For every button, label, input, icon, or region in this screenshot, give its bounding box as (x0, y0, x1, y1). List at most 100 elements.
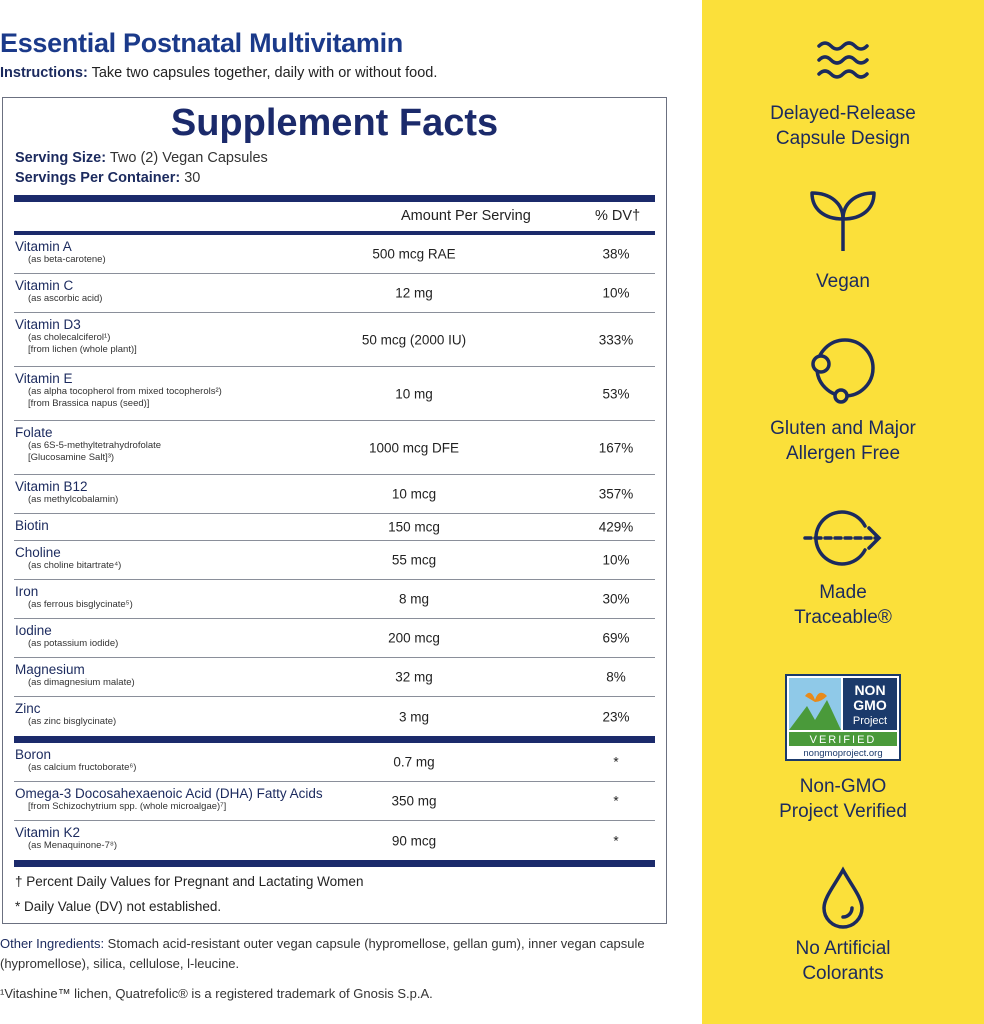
nutrient-source: (as choline bitartrate⁴) (28, 560, 122, 571)
nutrient-source: (as zinc bisglycinate) (28, 716, 117, 727)
nutrient-label: Choline (15, 545, 61, 560)
nutrient-source: (as Menaquinone-7⁸) (28, 840, 118, 851)
feature-line: Allergen Free (785, 443, 901, 464)
nutrient-name: Vitamin A (as beta-carotene) (15, 239, 106, 266)
nutrient-source: (as 6S-5-methyltetrahydrofolate (28, 440, 162, 451)
other-ingredients-label: Other Ingredients: (0, 936, 105, 951)
table-row: Folate (as 6S-5-methyltetrahydrofolate [Gl… (14, 421, 655, 475)
amount-per-serving: 50 mcg (2000 IU) (361, 332, 467, 347)
nutrient-name: Magnesium (as dimagnesium malate) (15, 662, 135, 689)
serving-size-label: Serving Size: (15, 150, 107, 166)
servings-per-container: Servings Per Container: 30 (15, 170, 200, 186)
daily-value: * (613, 754, 619, 770)
column-header: Amount Per Serving % DV† (14, 204, 655, 234)
traceable-arrow-icon (803, 510, 882, 566)
droplet-icon (822, 866, 864, 929)
feature-line: Gluten and Major (770, 418, 916, 439)
nutrient-name: Folate (as 6S-5-methyltetrahydrofolate [Gl… (15, 425, 161, 464)
table-row: Magnesium (as dimagnesium malate) 32 mg 8% (14, 658, 655, 697)
amount-per-serving: 10 mg (395, 386, 433, 401)
nutrient-name: Iron (as ferrous bisglycinate⁵) (15, 584, 133, 611)
feature-line: Traceable® (794, 607, 892, 628)
divider-thick (14, 736, 655, 743)
nutrient-label: Vitamin B12 (15, 479, 88, 494)
nutrient-label: Iron (15, 584, 39, 599)
nutrient-source: [from lichen (whole plant)] (28, 344, 137, 355)
amount-per-serving: 1000 mcg DFE (368, 440, 460, 455)
nutrient-source: (as alpha tocopherol from mixed tocopher… (28, 386, 222, 397)
daily-value: * (613, 833, 619, 848)
nutrient-name: Choline (as choline bitartrate⁴) (15, 545, 121, 572)
nutrient-label: Vitamin E (15, 371, 73, 386)
nutrient-name: Vitamin D3 (as cholecalciferol¹) [from lic… (15, 317, 137, 356)
supplement-panel: Essential Postnatal Multivitamin Instruc… (0, 28, 690, 1001)
nutrient-name: Vitamin B12 (as methylcobalamin) (15, 479, 118, 506)
servings-value: 30 (180, 170, 201, 186)
daily-value: 10% (602, 552, 630, 568)
table-row: Iodine (as potassium iodide) 200 mcg 69% (14, 619, 655, 658)
nutrient-name: Biotin (15, 518, 49, 533)
sprout-icon (810, 191, 876, 251)
amount-per-serving: 8 mg (398, 591, 429, 607)
serving-size: Serving Size: Two (2) Vegan Capsules (15, 150, 268, 166)
feature-line: No Artificial (795, 938, 891, 959)
divider-thick (14, 195, 655, 202)
table-row: Biotin 150 mcg 429% (14, 514, 655, 541)
feature-line: Project Verified (779, 801, 907, 822)
daily-value: 53% (602, 386, 630, 401)
instructions-label: Instructions: (0, 65, 88, 81)
nutrient-name: Zinc (as zinc bisglycinate) (15, 701, 116, 728)
table-row: Vitamin B12 (as methylcobalamin) 10 mcg 357… (14, 475, 655, 514)
amount-per-serving: 200 mcg (388, 630, 440, 646)
nutrient-source: (as calcium fructoborate⁶) (28, 762, 137, 773)
allergen-free-icon (811, 338, 875, 404)
daily-value: 167% (598, 440, 634, 455)
nutrient-name: Vitamin C (as ascorbic acid) (15, 278, 102, 305)
amount-per-serving: 55 mcg (391, 552, 437, 568)
amount-per-serving: 32 mg (395, 669, 433, 685)
other-ingredients: Other Ingredients: Stomach acid-resistan… (0, 934, 690, 974)
logo-text: VERIFIED (810, 734, 877, 746)
feature-non-gmo: Non-GMO Project Verified (702, 774, 984, 824)
waves-icon (817, 41, 869, 79)
nutrient-source: (as methylcobalamin) (28, 494, 119, 505)
daily-value: 23% (602, 709, 630, 724)
nutrient-name: Omega-3 Docosahexaenoic Acid (DHA) Fatty… (15, 786, 323, 813)
amount-per-serving: 10 mcg (391, 486, 437, 502)
serving-size-value: Two (2) Vegan Capsules (106, 150, 268, 166)
logo-text: GMO (853, 697, 887, 713)
servings-label: Servings Per Container: (15, 170, 181, 186)
nutrient-label: Boron (15, 747, 52, 762)
feature-no-colorants: No Artificial Colorants (702, 936, 984, 986)
daily-value: 69% (602, 630, 630, 646)
daily-value: 429% (598, 519, 634, 535)
table-row: Vitamin D3 (as cholecalciferol¹) [from lic… (14, 313, 655, 367)
nutrient-source: [Glucosamine Salt]³) (28, 452, 115, 463)
feature-vegan: Vegan (702, 269, 984, 294)
daily-value: 357% (598, 486, 634, 502)
nutrient-label: Folate (15, 425, 53, 440)
nutrient-label: Omega-3 Docosahexaenoic Acid (DHA) Fatty… (15, 786, 323, 801)
table-row: Vitamin A (as beta-carotene) 500 mcg RAE 38… (14, 235, 655, 274)
daily-value: 10% (602, 285, 630, 301)
nutrient-label: Vitamin K2 (15, 825, 81, 840)
daily-value: 333% (598, 332, 634, 347)
nutrient-source: (as beta-carotene) (28, 254, 106, 265)
instructions-text: Take two capsules together, daily with o… (87, 65, 438, 81)
amount-per-serving: 150 mcg (388, 519, 440, 535)
nutrient-source: (as potassium iodide) (28, 638, 119, 649)
non-gmo-logo: NON GMO Project VERIFIED nongmoproject.o… (785, 674, 901, 761)
table-row: Boron (as calcium fructoborate⁶) 0.7 mg * (14, 743, 655, 782)
nutrient-label: Magnesium (15, 662, 85, 677)
feature-traceable: Made Traceable® (702, 580, 984, 630)
nutrient-label: Vitamin A (15, 239, 72, 254)
nutrient-source: [from Schizochytrium spp. (whole microal… (28, 801, 227, 812)
footnote-dv: † Percent Daily Values for Pregnant and … (15, 874, 364, 889)
other-ingredients-text: Stomach acid-resistant outer vegan capsu… (0, 936, 645, 971)
nutrient-source: (as ferrous bisglycinate⁵) (28, 599, 133, 610)
nutrient-source: (as ascorbic acid) (28, 293, 103, 304)
daily-value: * (613, 793, 619, 809)
feature-line: Made (819, 582, 867, 603)
table-row: Vitamin K2 (as Menaquinone-7⁸) 90 mcg * (14, 821, 655, 860)
daily-value: 38% (602, 246, 630, 262)
